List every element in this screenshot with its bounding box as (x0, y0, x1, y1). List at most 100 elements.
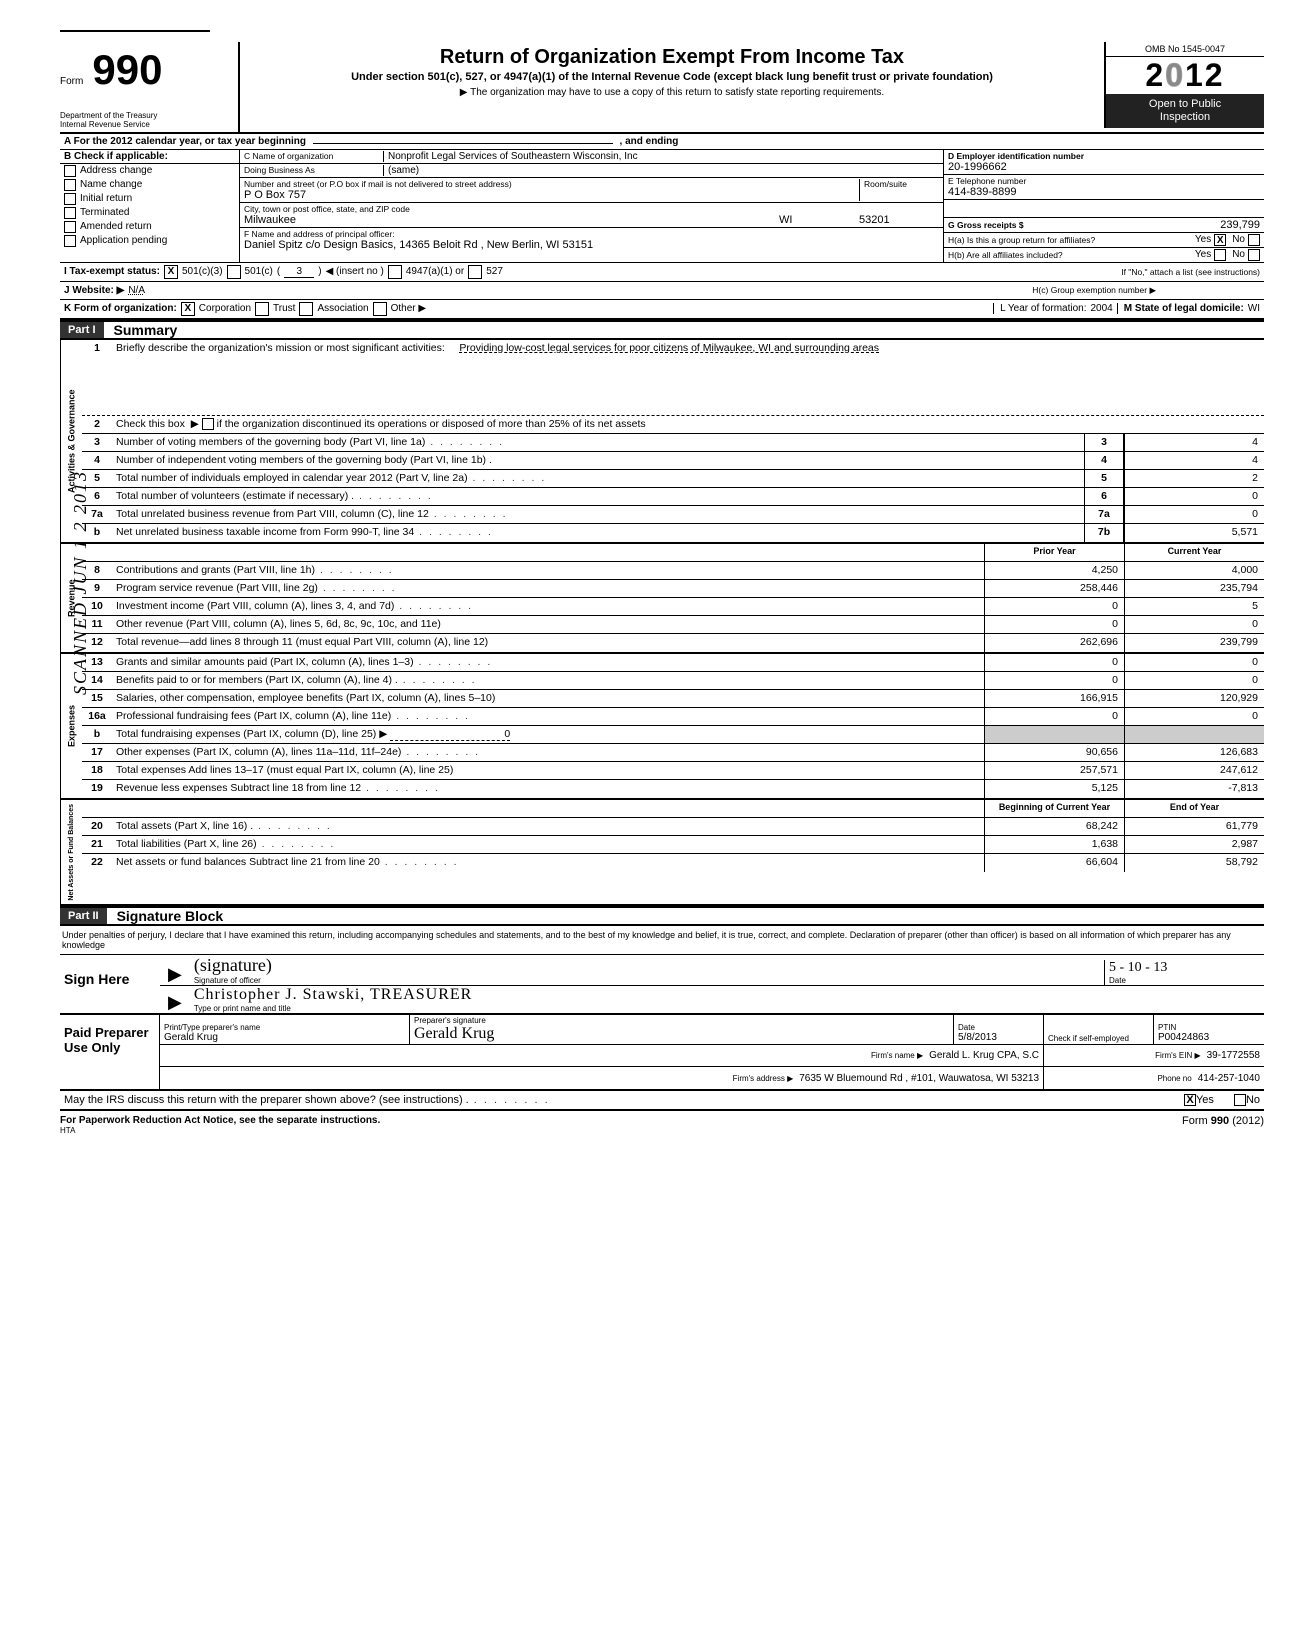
l11-prior: 0 (984, 616, 1124, 633)
chk-initial-return[interactable] (64, 193, 76, 205)
addr-lbl: Number and street (or P.O box if mail is… (244, 179, 859, 189)
room-lbl: Room/suite (864, 179, 939, 189)
city-lbl: City, town or post office, state, and ZI… (244, 204, 939, 214)
l16a-curr: 0 (1124, 708, 1264, 725)
chk-501c3[interactable]: X (164, 265, 178, 279)
hb-lbl: H(b) Are all affiliates included? (948, 250, 1063, 260)
chk-discontinued[interactable] (202, 418, 214, 430)
city-val: Milwaukee (244, 214, 779, 226)
firm-ein: 39-1772558 (1207, 1050, 1260, 1061)
l20-boy: 68,242 (984, 818, 1124, 835)
l13-prior: 0 (984, 654, 1124, 671)
l22-boy: 66,604 (984, 854, 1124, 872)
l11-curr: 0 (1124, 616, 1264, 633)
preparer-signature: Gerald Krug (414, 1025, 949, 1043)
chk-corp[interactable]: X (181, 302, 195, 316)
firm-address: 7635 W Bluemound Rd , #101, Wauwatosa, W… (799, 1073, 1039, 1084)
line-k: K Form of organization: XCorporation Tru… (60, 300, 1264, 320)
ptin-val: P00424863 (1158, 1032, 1260, 1043)
l15-curr: 120,929 (1124, 690, 1264, 707)
hb-no[interactable] (1248, 249, 1260, 261)
tax-year: 2012 (1106, 57, 1264, 94)
officer-signature: (signature) (194, 955, 1100, 976)
line-a-tax-year: A For the 2012 calendar year, or tax yea… (60, 134, 1264, 150)
l-val: 2004 (1091, 303, 1113, 314)
hb-yes[interactable] (1214, 249, 1226, 261)
lbl-address-change: Address change (80, 165, 152, 176)
section-revenue: Revenue Prior YearCurrent Year 8Contribu… (60, 544, 1264, 654)
tel-lbl: E Telephone number (948, 176, 1260, 186)
l21-eoy: 2,987 (1124, 836, 1264, 853)
top-rule (60, 30, 210, 32)
ha-yes[interactable]: X (1214, 234, 1226, 246)
chk-trust[interactable] (255, 302, 269, 316)
form-note: ▶ The organization may have to use a cop… (248, 87, 1096, 98)
l8-prior: 4,250 (984, 562, 1124, 579)
gross-lbl: G Gross receipts $ (948, 220, 1024, 230)
dba-lbl: Doing Business As (244, 165, 383, 175)
line5-val: 2 (1124, 470, 1264, 487)
chk-527[interactable] (468, 265, 482, 279)
zip-val: 53201 (859, 214, 939, 226)
dept-irs: Internal Revenue Service (60, 121, 230, 130)
l12-curr: 239,799 (1124, 634, 1264, 652)
firm-phone: 414-257-1040 (1198, 1073, 1260, 1084)
line6-val: 0 (1124, 488, 1264, 505)
omb-number: OMB No 1545-0047 (1106, 42, 1264, 57)
l14-curr: 0 (1124, 672, 1264, 689)
l8-curr: 4,000 (1124, 562, 1264, 579)
form-ref: Form 990 (2012) (1182, 1115, 1264, 1135)
form-label: Form (60, 76, 83, 87)
line-j: J Website: ▶ N/A H(c) Group exemption nu… (60, 282, 1264, 300)
l16b-curr-gray (1124, 726, 1264, 743)
hc-lbl: H(c) Group exemption number ▶ (1032, 285, 1156, 296)
addr-val: P O Box 757 (244, 189, 859, 201)
section-governance: Activities & Governance 1 Briefly descri… (60, 340, 1264, 544)
l16b-val: 0 (390, 728, 510, 741)
c-name-lbl: C Name of organization (244, 151, 383, 161)
sig-date-val: 5 - 10 - 13 (1109, 960, 1260, 976)
chk-terminated[interactable] (64, 207, 76, 219)
open-to-public: Open to PublicInspection (1106, 94, 1264, 128)
ha-lbl: H(a) Is this a group return for affiliat… (948, 235, 1095, 245)
chk-name-change[interactable] (64, 179, 76, 191)
b-header: B Check if applicable: (60, 150, 239, 164)
state-val: WI (779, 214, 859, 226)
paid-preparer-label: Paid Preparer Use Only (60, 1015, 160, 1089)
chk-other[interactable] (373, 302, 387, 316)
line2-desc: Check this box ▶ if the organization dis… (112, 416, 1264, 433)
ha-no[interactable] (1248, 234, 1260, 246)
tel-val: 414-839-8899 (948, 186, 1260, 198)
preparer-name: Gerald Krug (164, 1032, 405, 1043)
paperwork-notice: For Paperwork Reduction Act Notice, see … (60, 1115, 380, 1126)
hb-note: If "No," attach a list (see instructions… (1121, 267, 1260, 277)
l18-curr: 247,612 (1124, 762, 1264, 779)
discuss-yes[interactable]: X (1184, 1094, 1196, 1106)
chk-address-change[interactable] (64, 165, 76, 177)
sig-declaration: Under penalties of perjury, I declare th… (60, 926, 1264, 955)
preparer-date: 5/8/2013 (958, 1032, 1039, 1043)
col-eoy: End of Year (1124, 800, 1264, 817)
triangle-icon: ▶ (160, 964, 190, 985)
section-expenses: Expenses 13Grants and similar amounts pa… (60, 654, 1264, 800)
chk-501c[interactable] (227, 265, 241, 279)
form-number: 990 (92, 46, 162, 94)
discuss-no[interactable] (1234, 1094, 1246, 1106)
l9-curr: 235,794 (1124, 580, 1264, 597)
l10-curr: 5 (1124, 598, 1264, 615)
chk-application-pending[interactable] (64, 235, 76, 247)
officer-val: Daniel Spitz c/o Design Basics, 14365 Be… (244, 239, 939, 251)
hta: HTA (60, 1126, 380, 1135)
chk-amended[interactable] (64, 221, 76, 233)
chk-assoc[interactable] (299, 302, 313, 316)
l12-prior: 262,696 (984, 634, 1124, 652)
chk-4947[interactable] (388, 265, 402, 279)
paid-preparer-block: Paid Preparer Use Only Print/Type prepar… (60, 1015, 1264, 1091)
form-title: Return of Organization Exempt From Incom… (248, 46, 1096, 69)
website-val: N/A (128, 285, 145, 296)
part2-header: Part II Signature Block (60, 906, 1264, 926)
l16b-prior-gray (984, 726, 1124, 743)
form-header: Form 990 Department of the Treasury Inte… (60, 42, 1264, 134)
l15-prior: 166,915 (984, 690, 1124, 707)
l21-boy: 1,638 (984, 836, 1124, 853)
